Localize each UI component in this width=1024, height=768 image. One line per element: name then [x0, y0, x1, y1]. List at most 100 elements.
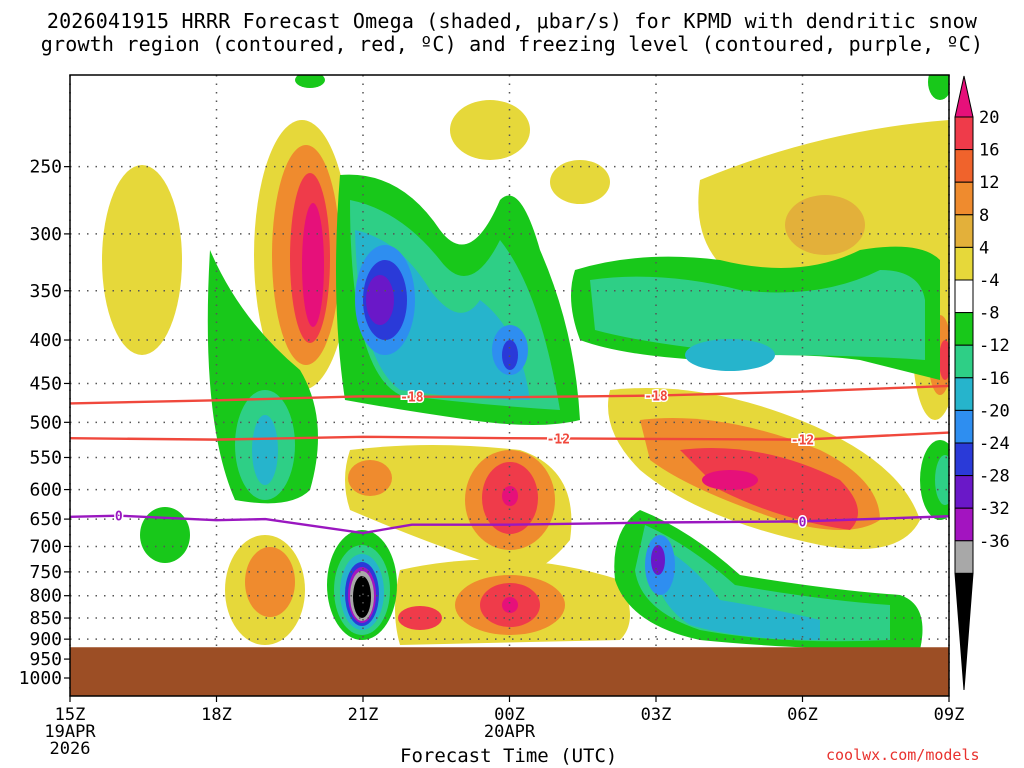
contour-lines: -18 -18 -12 -12 0 0: [69, 384, 950, 535]
chart-title-line1: 2026041915 HRRR Forecast Omega (shaded, …: [46, 9, 978, 33]
omega-rise-region: [245, 547, 295, 617]
contour-label: 0: [115, 510, 123, 525]
y-tick-label: 250: [29, 157, 62, 178]
colorbar-label: 8: [979, 206, 989, 226]
x-tick-date-label: 20APR: [484, 722, 536, 742]
colorbar-label: -20: [979, 401, 1010, 421]
y-tick-label: 400: [29, 330, 62, 351]
omega-sink-region: [685, 339, 775, 371]
y-tick-label: 950: [29, 649, 62, 670]
omega-rise-region: [398, 606, 442, 630]
x-axis-title: Forecast Time (UTC): [400, 745, 618, 767]
colorbar-top-arrow: [954, 75, 974, 118]
y-tick-label: 600: [29, 480, 62, 501]
colorbar-swatch: [954, 116, 974, 151]
y-tick-label: 450: [29, 373, 62, 394]
omega-rise-region: [702, 470, 758, 490]
colorbar-swatch: [954, 507, 974, 542]
colorbar-bottom-arrow: [954, 572, 974, 691]
omega-sink-region: [502, 340, 518, 370]
omega-rise-region: [102, 165, 182, 355]
colorbar-swatch: [954, 214, 974, 248]
colorbar-swatch: [954, 149, 974, 183]
omega-rise-region: [680, 448, 858, 530]
x-tick-label: 09Z: [934, 705, 965, 725]
y-tick-label: 550: [29, 447, 62, 468]
colorbar: 20 16 12 8 4 -4 -8 -12 -16 -20 -24 -28 -32 -36: [954, 75, 1010, 691]
omega-rise-region: [785, 195, 865, 255]
y-tick-label: 500: [29, 412, 62, 433]
colorbar-label: 20: [979, 108, 999, 128]
contour-line: [69, 384, 950, 405]
contour-label: -12: [547, 432, 570, 447]
colorbar-swatch: [954, 442, 974, 477]
omega-rise-region: [502, 486, 518, 506]
colorbar-label: -16: [979, 369, 1010, 389]
omega-rise-region: [302, 203, 324, 327]
ground-below-surface: [70, 647, 949, 696]
y-tick-label: 300: [29, 224, 62, 245]
y-tick-label: 1000: [19, 668, 62, 689]
omega-sink-region: [353, 576, 371, 618]
colorbar-label: -28: [979, 467, 1010, 487]
colorbar-swatch: [954, 246, 974, 281]
y-tick-label: 750: [29, 562, 62, 583]
omega-sink-region: [366, 275, 394, 325]
colorbar-swatch: [954, 279, 974, 314]
omega-rise-region: [502, 597, 518, 613]
colorbar-swatch: [954, 312, 974, 346]
colorbar-swatch: [954, 475, 974, 509]
contour-label: 0: [799, 515, 807, 530]
y-tick-label: 800: [29, 586, 62, 607]
colorbar-swatch: [954, 181, 974, 216]
y-tick-label: 700: [29, 536, 62, 557]
colorbar-label: 4: [979, 238, 989, 258]
x-tick-label: 06Z: [787, 705, 818, 725]
colorbar-swatch: [954, 344, 974, 379]
omega-sink-region: [295, 75, 325, 88]
y-tick-label: 650: [29, 509, 62, 530]
contour-label: -18: [644, 390, 668, 405]
omega-shading: [102, 75, 949, 650]
colorbar-label: 12: [979, 173, 999, 193]
x-tick-label: 15Z: [55, 705, 86, 725]
omega-sink-region: [935, 455, 949, 505]
omega-sink-region: [252, 415, 278, 485]
colorbar-swatch: [954, 377, 974, 411]
omega-rise-region: [550, 160, 610, 204]
colorbar-label: -32: [979, 499, 1010, 519]
x-tick-label: 03Z: [641, 705, 672, 725]
contour-line: [69, 431, 950, 441]
colorbar-label: -12: [979, 336, 1010, 356]
colorbar-label: -36: [979, 532, 1010, 552]
contour-label: -12: [791, 434, 814, 449]
omega-sink-region: [650, 540, 820, 640]
y-tick-label: 350: [29, 281, 62, 302]
omega-rise-region: [939, 340, 949, 380]
x-tick-date-label: 19APR: [44, 722, 96, 742]
omega-sink-region: [590, 270, 925, 360]
colorbar-swatch: [954, 540, 974, 574]
omega-sink-region: [140, 507, 190, 563]
colorbar-swatch: [954, 409, 974, 444]
contour-line: [69, 514, 950, 535]
omega-rise-region: [348, 460, 392, 496]
x-tick-label: 21Z: [348, 705, 379, 725]
x-tick-year-label: 2026: [50, 739, 91, 759]
omega-sink-region: [651, 545, 665, 575]
colorbar-label: -4: [979, 271, 999, 291]
x-tick-label: 18Z: [201, 705, 232, 725]
colorbar-label: -24: [979, 434, 1010, 454]
credit-text: coolwx.com/models: [826, 746, 980, 764]
y-tick-label: 850: [29, 608, 62, 629]
y-axis: 2503003504004505005506006507007508008509…: [19, 157, 70, 689]
colorbar-label: -8: [979, 304, 999, 324]
chart-title-line2: growth region (contoured, red, ºC) and f…: [40, 32, 984, 56]
y-tick-label: 900: [29, 629, 62, 650]
contour-label: -18: [400, 391, 424, 406]
x-tick-label: 00Z: [494, 705, 525, 725]
omega-rise-region: [450, 100, 530, 160]
omega-sink-region: [928, 75, 949, 100]
